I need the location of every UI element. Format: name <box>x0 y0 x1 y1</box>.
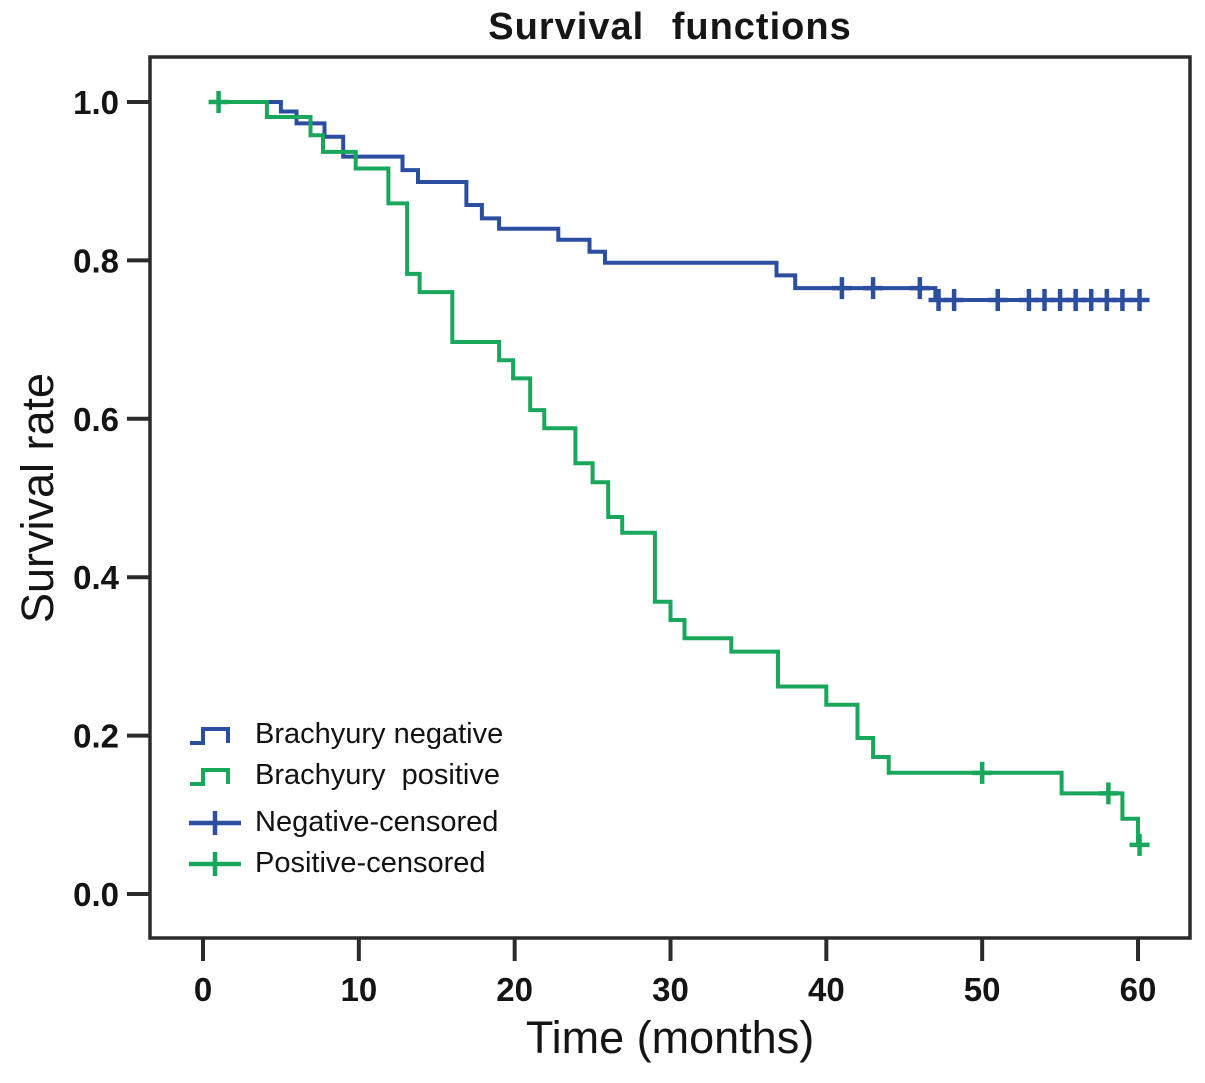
censor-mark-brachyury-negative <box>987 289 1008 311</box>
legend-label: Positive-censored <box>255 847 486 879</box>
step-line-symbol-negative <box>190 726 230 745</box>
censor-mark-brachyury-negative <box>863 277 884 300</box>
legend-label: Negative-censored <box>255 806 499 838</box>
x-tick-label-50: 50 <box>964 971 1001 1008</box>
censor-mark-brachyury-negative <box>944 289 965 311</box>
y-tick-label-0.4: 0.4 <box>73 559 120 596</box>
x-tick-label-40: 40 <box>808 971 845 1008</box>
x-tick-label-30: 30 <box>652 971 689 1008</box>
legend-item-brachyury-negative: Brachyury negative <box>188 714 503 755</box>
y-tick-label-0.0: 0.0 <box>73 876 119 913</box>
y-tick-label-0.6: 0.6 <box>73 401 119 438</box>
legend-label: Brachyury positive <box>255 759 500 791</box>
y-tick-label-0.2: 0.2 <box>73 718 119 755</box>
censor-mark-brachyury-negative <box>831 277 852 300</box>
legend-item-negative-censored: Negative-censored <box>188 802 503 843</box>
step-line-symbol-positive <box>190 767 230 786</box>
legend: Brachyury negative Brachyury positive Ne… <box>188 714 503 884</box>
curve-brachyury-positive <box>213 100 1149 847</box>
plus-censor-symbol-positive <box>189 851 241 876</box>
legend-item-positive-censored: Positive-censored <box>188 843 503 884</box>
chart-title: Survival functions <box>488 6 852 48</box>
censor-mark-brachyury-positive <box>972 761 993 784</box>
plus-censor-symbol-negative <box>189 810 241 835</box>
censor-mark-brachyury-negative <box>1129 289 1150 311</box>
censor-mark-brachyury-negative <box>909 277 930 300</box>
legend-label: Brachyury negative <box>255 718 504 750</box>
censor-mark-brachyury-positive <box>208 91 229 113</box>
x-axis-label: Time (months) <box>525 1012 815 1063</box>
censor-mark-brachyury-positive <box>1129 833 1150 856</box>
censor-mark-brachyury-positive <box>1098 782 1119 805</box>
x-tick-label-10: 10 <box>340 971 377 1008</box>
x-tick-label-0: 0 <box>194 971 212 1008</box>
y-tick-label-1.0: 1.0 <box>73 84 119 121</box>
x-tick-label-60: 60 <box>1120 971 1157 1008</box>
y-tick-label-0.8: 0.8 <box>73 242 119 279</box>
y-axis-label: Survival rate <box>12 372 63 624</box>
censor-mark-brachyury-negative <box>1112 289 1133 311</box>
curve-brachyury-negative <box>213 100 1148 302</box>
legend-item-brachyury-positive: Brachyury positive <box>188 755 503 796</box>
x-tick-label-20: 20 <box>496 971 533 1008</box>
